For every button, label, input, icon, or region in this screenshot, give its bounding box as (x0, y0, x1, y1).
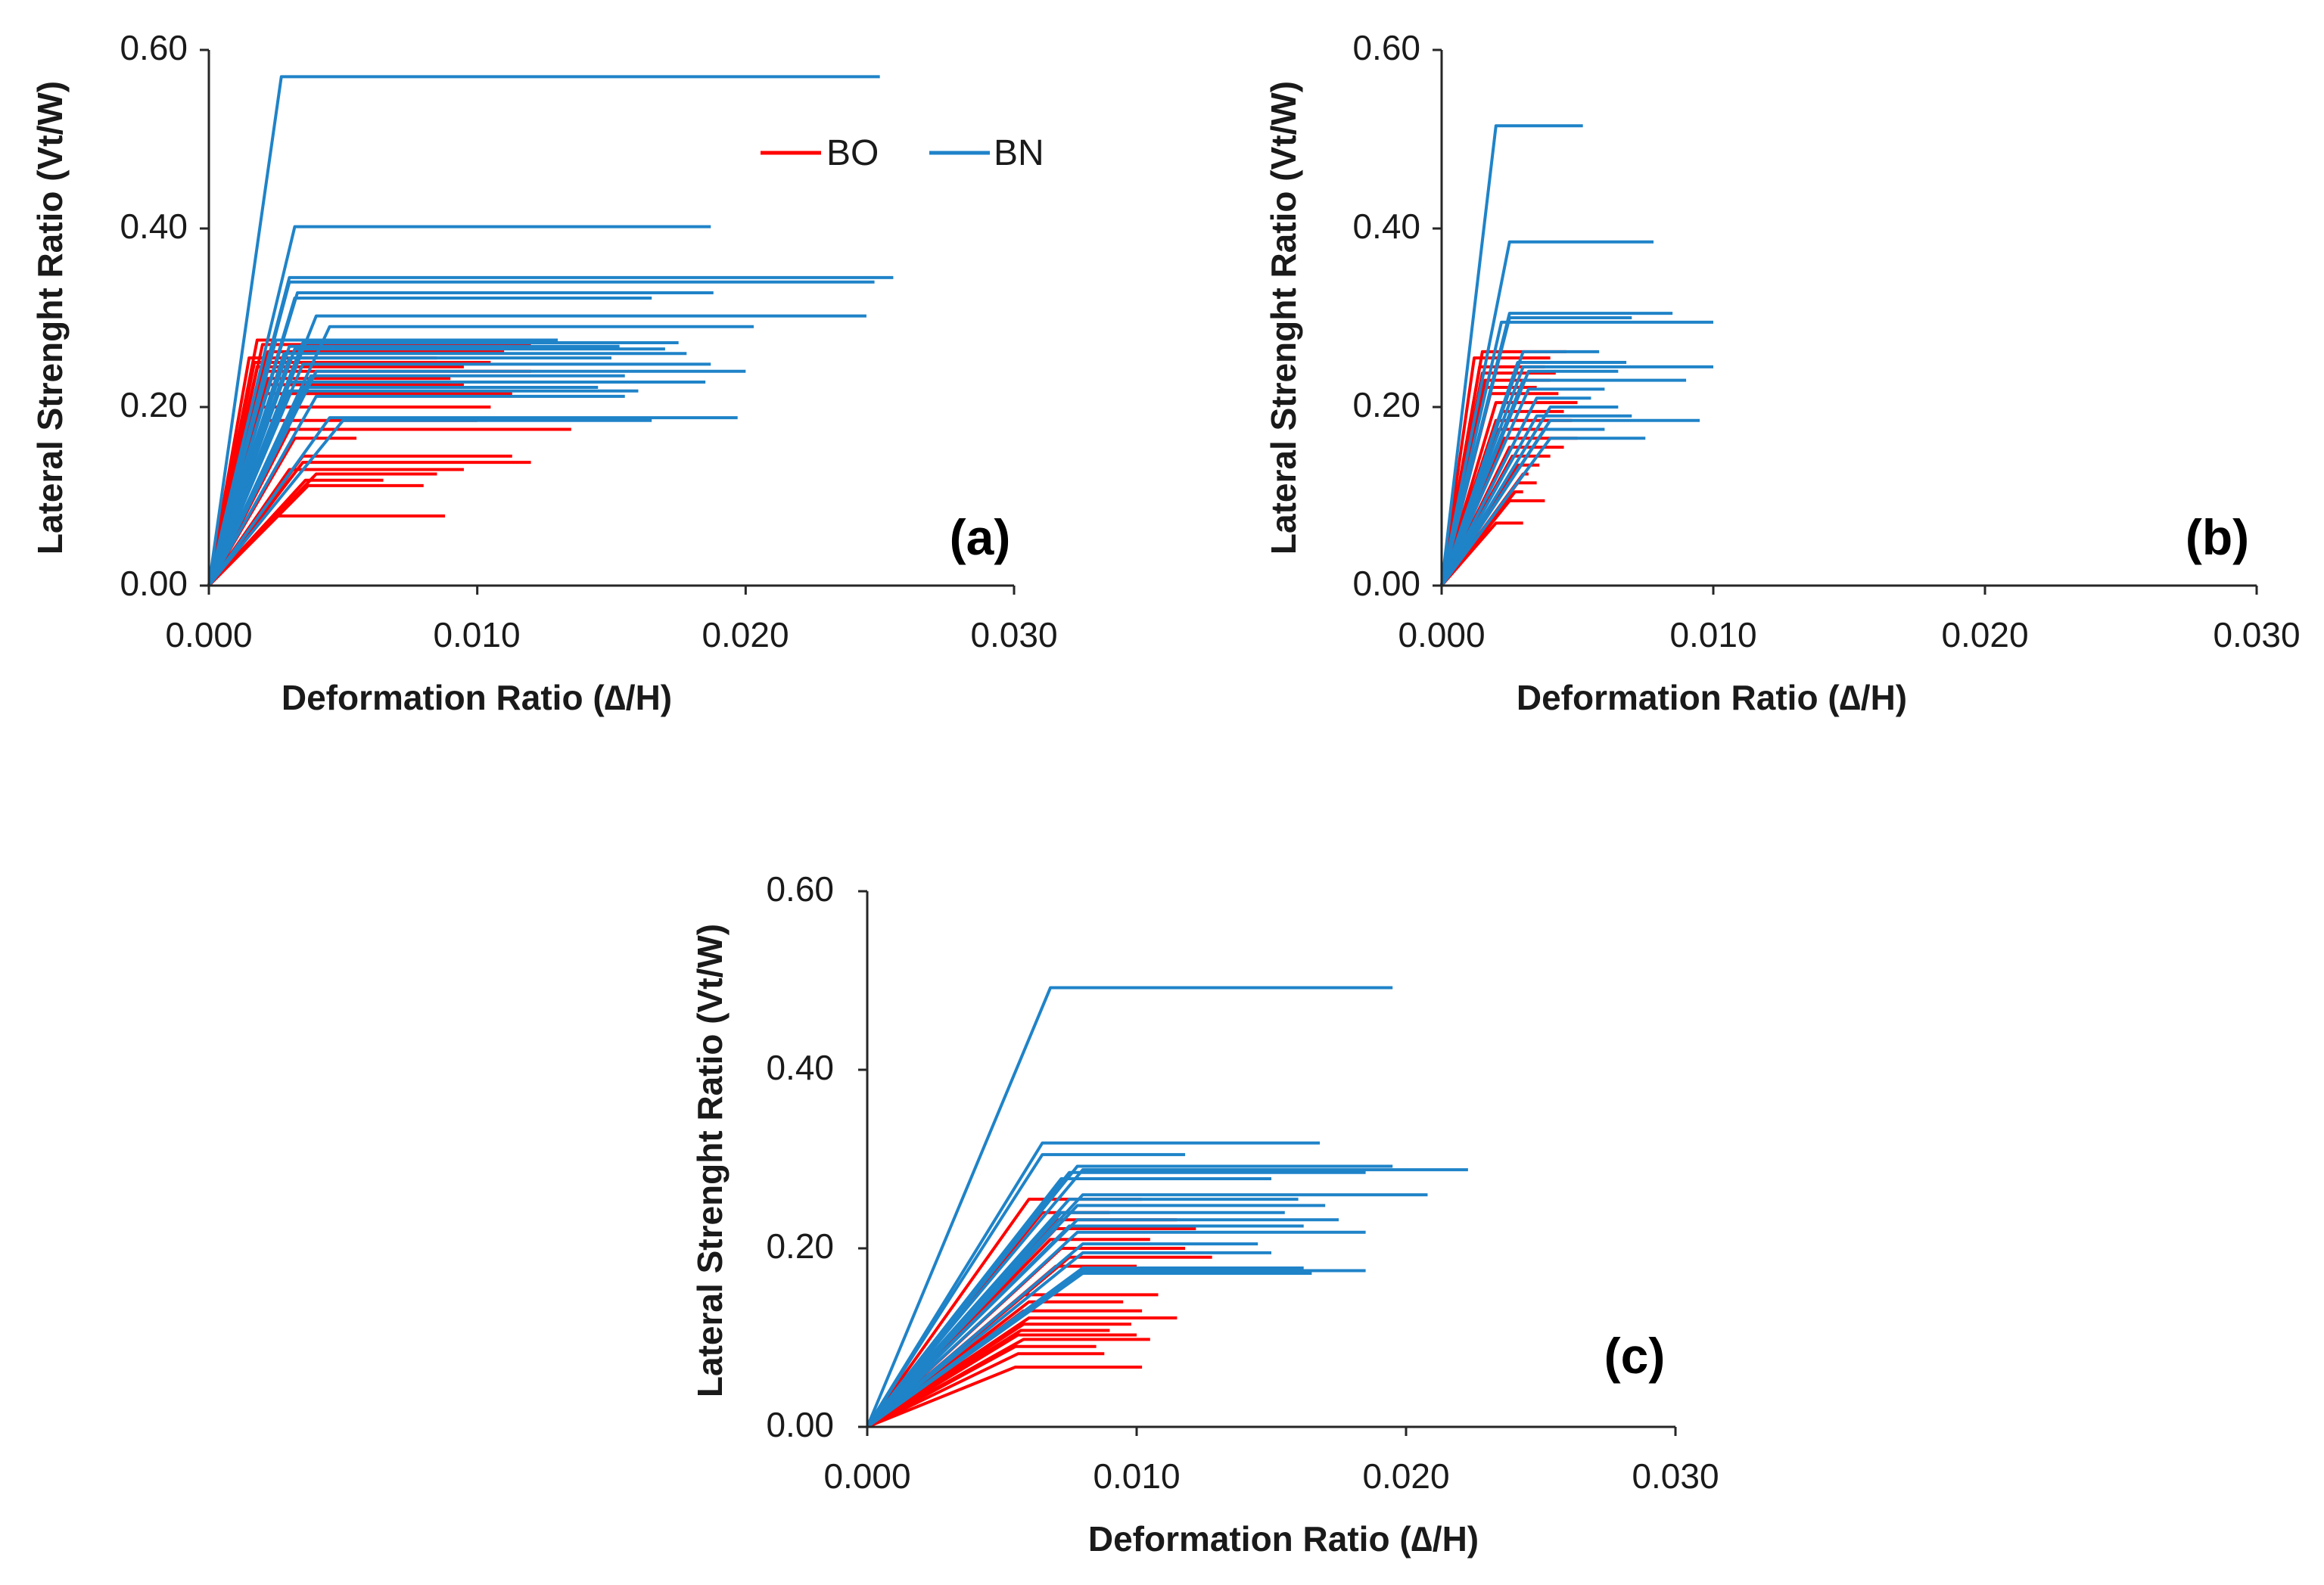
panel-a-bn-curve (207, 338, 558, 586)
panel-b-bn-curve (1440, 378, 1687, 586)
panel-c-bn-curve (866, 1153, 1186, 1428)
panel-c-y-tick: 0.20 (766, 1226, 834, 1266)
panel-c-bo-curve (866, 1344, 1097, 1428)
panel-b-bn-curve (1440, 124, 1583, 586)
panel-b-bn-curve (1440, 320, 1713, 586)
panel-a-y-tick: 0.20 (120, 385, 188, 424)
panel-b-y-tick: 0.40 (1352, 207, 1420, 246)
panel-a-bn-curve (207, 416, 738, 587)
panel-a-bn-curve (207, 225, 711, 586)
panel-b-curves (1440, 124, 1713, 587)
panel-b-bn-curve (1440, 361, 1627, 586)
panel-c-bn-curve (866, 1204, 1326, 1428)
panel-c-bo-curve (866, 1352, 1105, 1428)
panel-b-y-tick: 0.60 (1352, 28, 1420, 67)
panel-c-bn-curve (866, 1141, 1321, 1428)
panel-a-bn-curve (207, 75, 880, 586)
panel-b-bn-curve (1440, 240, 1654, 586)
panel-c-ticks (858, 890, 1677, 1436)
panel-b-label: (b) (2186, 509, 2249, 565)
panel-a-y-tick: 0.60 (120, 28, 188, 67)
panel-c-y-tick: 0.00 (766, 1405, 834, 1444)
panel-b-bn-curve (1440, 387, 1605, 586)
panel-c: 0.60 0.40 0.20 0.00 0.000 0.010 0.020 0.… (690, 869, 1719, 1559)
panel-a-bn-curve (207, 352, 687, 586)
panel-a-label: (a) (950, 509, 1011, 565)
panel-c-bn-curve (866, 1224, 1304, 1428)
panel-b-bn-curve (1440, 437, 1646, 587)
panel-c-bn-curve (866, 1211, 1285, 1428)
panel-b: 0.60 0.40 0.20 0.00 0.000 0.010 0.020 0.… (1264, 28, 2301, 717)
panel-c-bn-curve (866, 986, 1393, 1428)
panel-b-bn-curve (1440, 406, 1619, 587)
panel-c-y-tick: 0.60 (766, 869, 834, 909)
panel-b-y-title: Lateral Strenght Ratio (Vt/W) (1264, 81, 1303, 555)
panel-b-bn-curve (1440, 418, 1700, 587)
panel-a-bn-curve (207, 356, 611, 586)
panel-c-bn-curve (866, 1230, 1366, 1428)
panel-c-bo-curve (866, 1333, 1137, 1428)
panel-a-bn-curve (207, 394, 625, 586)
panel-b-bn-curve (1440, 316, 1632, 586)
panel-c-y-title: Lateral Strenght Ratio (Vt/W) (690, 924, 730, 1397)
panel-b-x-tick: 0.020 (1941, 615, 2028, 654)
panel-c-x-tick: 0.010 (1093, 1456, 1180, 1496)
panel-b-bo-curve (1440, 401, 1578, 586)
panel-c-x-tick: 0.020 (1362, 1456, 1449, 1496)
panel-b-x-tick: 0.030 (2213, 615, 2300, 654)
panel-b-bo-curve (1440, 521, 1523, 587)
panel-a-y-title: Lateral Strenght Ratio (Vt/W) (30, 81, 70, 555)
panel-a-bn-curve (207, 389, 639, 586)
panel-b-x-tick: 0.000 (1398, 615, 1485, 654)
panel-c-bn-curve (866, 1251, 1271, 1428)
panel-c-bn-curve (866, 1272, 1312, 1428)
panel-b-bn-curve (1440, 427, 1605, 587)
panel-c-y-tick: 0.40 (766, 1048, 834, 1087)
panel-c-x-title: Deformation Ratio (∆/H) (1088, 1519, 1479, 1559)
panel-a-curves (207, 75, 894, 587)
legend: BO BN (761, 133, 1044, 173)
panel-a-x-tick: 0.020 (702, 615, 789, 654)
panel-b-x-title: Deformation Ratio (∆/H) (1517, 678, 1907, 717)
panel-c-bo-curve (866, 1365, 1143, 1428)
panel-c-curves (866, 986, 1468, 1428)
panel-b-x-tick: 0.010 (1669, 615, 1756, 654)
panel-c-x-tick: 0.000 (823, 1456, 910, 1496)
panel-c-bn-curve (866, 1168, 1468, 1428)
panel-b-bn-curve (1440, 365, 1713, 586)
legend-label-bo: BO (826, 133, 879, 173)
panel-a-y-tick: 0.40 (120, 207, 188, 246)
panel-a-bo-curve (207, 514, 446, 587)
panel-a-x-tick: 0.030 (970, 615, 1057, 654)
panel-a-x-tick: 0.010 (433, 615, 520, 654)
panel-a-x-tick: 0.000 (165, 615, 252, 654)
panel-b-bn-curve (1440, 396, 1591, 586)
panel-c-bn-curve (866, 1242, 1258, 1428)
panel-b-y-tick: 0.20 (1352, 385, 1420, 424)
panel-a-x-title: Deformation Ratio (∆/H) (282, 678, 672, 717)
panel-c-label: (c) (1604, 1328, 1666, 1384)
panel-a: 0.60 0.40 0.20 0.00 0.000 0.010 0.020 0.… (30, 28, 1058, 717)
panel-a-ticks (200, 48, 1016, 595)
panel-c-bn-curve (866, 1176, 1271, 1428)
panel-b-bn-curve (1440, 414, 1632, 586)
panel-c-x-tick: 0.030 (1632, 1456, 1719, 1496)
legend-label-bn: BN (994, 133, 1044, 173)
panel-b-bo-curve (1440, 356, 1551, 586)
panel-a-bn-curve (207, 386, 599, 586)
panel-a-y-tick: 0.00 (120, 564, 188, 603)
panel-c-bn-curve (866, 1170, 1366, 1428)
panel-a-bn-curve (207, 418, 652, 587)
panel-b-y-tick: 0.00 (1352, 564, 1420, 603)
panel-b-ticks (1433, 48, 2258, 595)
panel-a-bn-curve (207, 297, 652, 586)
